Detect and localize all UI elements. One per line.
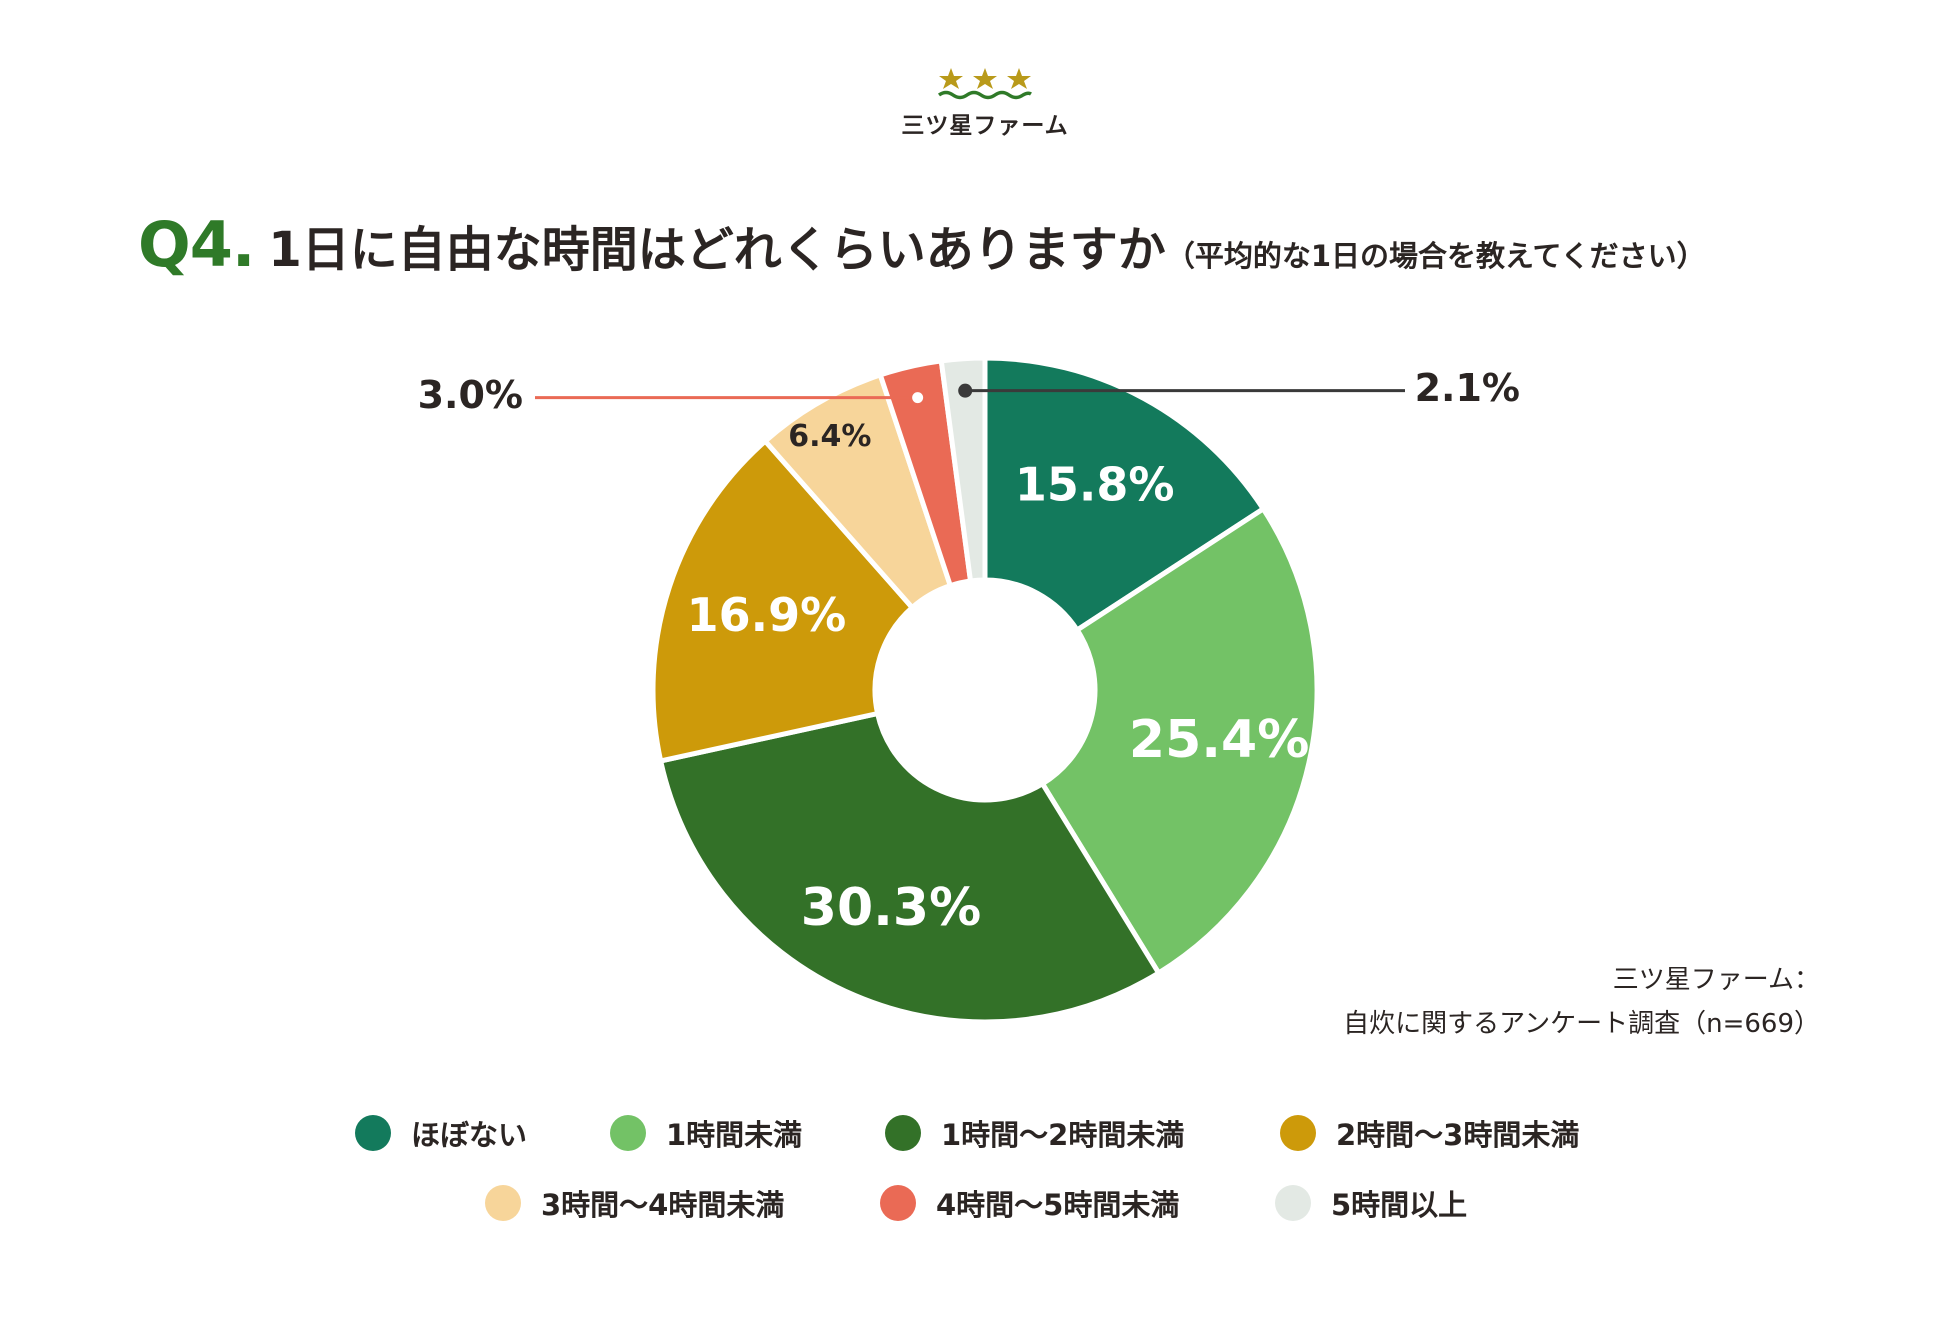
legend-item-7: 5時間以上 xyxy=(1275,1182,1467,1224)
slice-label-5: 6.4% xyxy=(788,419,871,454)
legend-swatch xyxy=(610,1115,646,1151)
legend-item-5: 3時間〜4時間未満 xyxy=(485,1182,784,1224)
donut-slice-3 xyxy=(657,710,1163,1025)
slice-label-1: 15.8% xyxy=(1015,457,1175,511)
legend-swatch xyxy=(1280,1115,1316,1151)
legend-swatch xyxy=(485,1185,521,1221)
question-title: Q4. 1日に自由な時間はどれくらいありますか（平均的な1日の場合を教えてください… xyxy=(138,208,1706,281)
legend-label: ほぼない xyxy=(411,1118,528,1152)
legend-item-4: 2時間〜3時間未満 xyxy=(1280,1112,1579,1154)
legend-item-2: 1時間未満 xyxy=(610,1112,802,1154)
source-note: 三ツ星ファーム： 自炊に関するアンケート調査（n=669） xyxy=(1343,958,1820,1046)
slice-label-4: 16.9% xyxy=(687,588,847,642)
question-text: 1日に自由な時間はどれくらいありますか xyxy=(268,222,1166,278)
leader-dot-6 xyxy=(909,389,927,407)
legend-swatch xyxy=(880,1185,916,1221)
brand-name: 三ツ星ファーム xyxy=(901,113,1069,139)
legend-item-1: ほぼない xyxy=(355,1112,527,1154)
legend-label: 3時間〜4時間未満 xyxy=(541,1188,785,1222)
legend-item-6: 4時間〜5時間未満 xyxy=(880,1182,1179,1224)
source-line-2: 自炊に関するアンケート調査（n=669） xyxy=(1343,1009,1820,1039)
legend-item-3: 1時間〜2時間未満 xyxy=(885,1112,1184,1154)
question-note: （平均的な1日の場合を教えてください） xyxy=(1165,239,1706,273)
donut-slice-4 xyxy=(650,437,916,764)
legend-label: 1時間〜2時間未満 xyxy=(941,1118,1185,1152)
slice-label-2: 25.4% xyxy=(1129,710,1309,770)
legend-label: 4時間〜5時間未満 xyxy=(936,1188,1180,1222)
legend-swatch xyxy=(885,1115,921,1151)
slice-label-6: 3.0% xyxy=(418,373,523,417)
brand-stars-icon xyxy=(937,68,1032,100)
legend-swatch xyxy=(355,1115,391,1151)
legend-label: 1時間未満 xyxy=(666,1118,803,1152)
slice-label-3: 30.3% xyxy=(801,878,981,938)
donut-slice-2 xyxy=(1039,505,1320,977)
slice-label-7: 2.1% xyxy=(1415,366,1520,410)
leader-dot-7 xyxy=(958,383,973,398)
brand-logo: 三ツ星ファーム xyxy=(895,66,1075,140)
question-number: Q4. xyxy=(138,208,255,281)
legend-label: 5時間以上 xyxy=(1331,1188,1468,1222)
source-line-1: 三ツ星ファーム： xyxy=(1612,965,1820,995)
donut-slice-7 xyxy=(938,355,988,584)
legend-label: 2時間〜3時間未満 xyxy=(1336,1118,1580,1152)
legend-swatch xyxy=(1275,1185,1311,1221)
donut-slice-1 xyxy=(982,355,1267,634)
